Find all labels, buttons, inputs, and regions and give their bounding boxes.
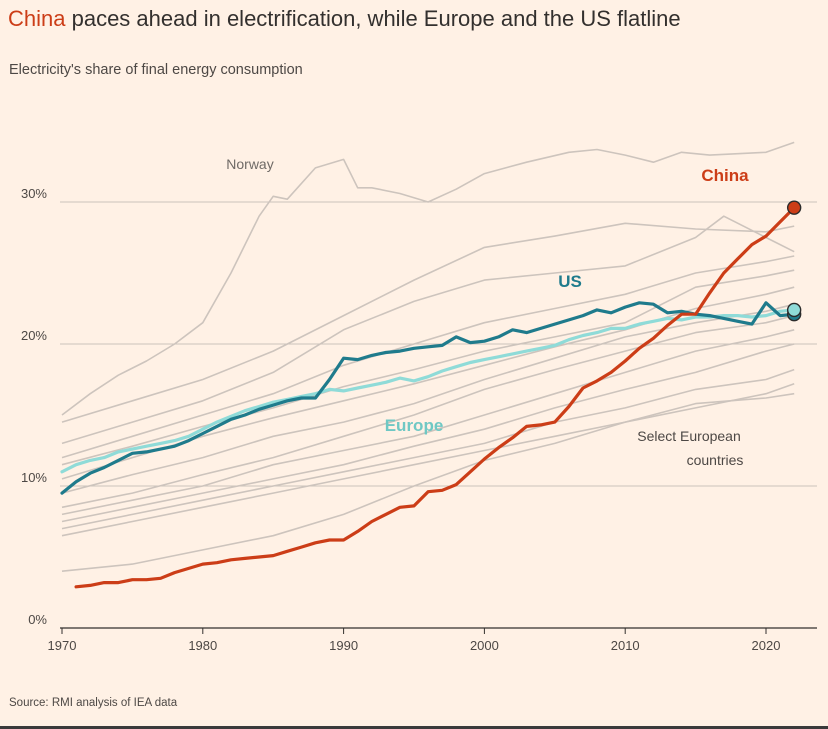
xtick-label-1990: 1990 [329,638,358,653]
ytick-label-0: 0% [28,612,47,627]
label-europe: Europe [385,416,444,435]
end-marker-china [786,200,802,215]
label-countries-line1: Select European [637,428,741,444]
ytick-label-20: 20% [21,328,47,343]
chart-subtitle: Electricity's share of final energy cons… [9,62,303,78]
chart-title: China paces ahead in electrification, wh… [8,5,681,33]
label-us: US [558,272,582,291]
grid-lines [60,201,817,629]
series-line-country-g [61,314,795,509]
bottom-rule [0,726,828,729]
series-line-country-b [61,215,795,445]
xtick-label-1980: 1980 [188,638,217,653]
series-line-country-k [61,383,795,537]
series-line-country-e [61,286,795,480]
end-markers [786,200,802,322]
series-line-country-i [61,343,795,523]
series-line-country-d [61,269,795,466]
ytick-label-30: 30% [21,186,47,201]
xtick-label-2010: 2010 [611,638,640,653]
series-line-country-c [61,255,795,459]
series-line-country-f [61,303,795,494]
xtick-label-2020: 2020 [752,638,781,653]
xtick-label-2000: 2000 [470,638,499,653]
series-line-us [60,301,796,495]
y-tick-labels: 0% 10% 20% 30% [21,186,47,627]
highlight-lines [60,206,796,589]
label-countries-line2: countries [687,452,744,468]
x-tick-labels: 1970 1980 1990 2000 2010 2020 [48,628,781,653]
series-line-country-l [61,392,795,572]
title-rest: paces ahead in electrification, while Eu… [65,6,681,31]
title-highlight: China [8,6,66,31]
series-labels: Norway China US Europe Select European c… [226,156,749,468]
series-line-country-j [61,368,795,530]
series-line-china [74,206,796,589]
series-line-europe [60,308,796,474]
ytick-label-10: 10% [21,470,47,485]
series-line-norway [61,141,795,416]
xtick-label-1970: 1970 [48,638,77,653]
series-line-country-h [61,329,795,516]
end-marker-europe [786,302,802,318]
label-china: China [701,166,749,185]
country-lines [61,141,795,572]
label-norway: Norway [226,156,273,172]
source-note: Source: RMI analysis of IEA data [9,697,178,709]
